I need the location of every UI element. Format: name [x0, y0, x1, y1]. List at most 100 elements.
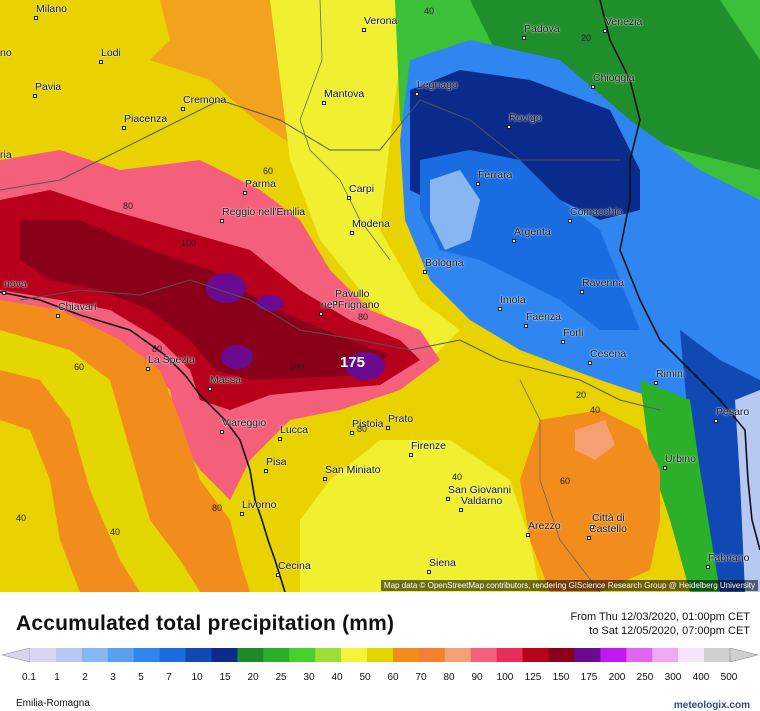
city-marker: [446, 497, 450, 501]
coast-line: [0, 291, 286, 592]
po-delta-lightblue: [430, 170, 480, 250]
scale-label: 5: [138, 672, 144, 683]
city-marker: [587, 536, 591, 540]
city-marker: [476, 182, 480, 186]
scale-swatch: [315, 648, 342, 662]
arezzo-orange: [520, 410, 660, 592]
city-marker: [350, 231, 354, 235]
scale-swatch: [30, 648, 57, 662]
city-marker: [34, 16, 38, 20]
contour-label: 80: [123, 201, 134, 211]
time-range: From Thu 12/03/2020, 01:00pm CET to Sat …: [570, 610, 750, 638]
city-label: Castello: [589, 523, 627, 535]
scale-arrow-left: [2, 648, 31, 662]
scale-label: 250: [636, 672, 654, 683]
meteologix-logo[interactable]: meteologix.com: [673, 700, 750, 711]
city-label: Lodi: [101, 47, 121, 59]
contour-label: 100: [289, 362, 305, 372]
scale-swatch: [548, 648, 575, 662]
scale-label: 150: [552, 672, 570, 683]
scale-label: 125: [524, 672, 542, 683]
peak-label: 175: [340, 354, 366, 371]
city-label: Ravenna: [582, 277, 625, 289]
city-label: Viareggio: [222, 417, 267, 429]
city-label: Urbino: [665, 453, 696, 465]
city-marker: [512, 239, 516, 243]
city-marker: [409, 453, 413, 457]
scale-swatch: [81, 648, 109, 662]
city-marker: [362, 28, 366, 32]
northeast-darkgreen: [470, 0, 760, 170]
city-label: Livorno: [242, 499, 277, 511]
city-label: Città di: [592, 512, 625, 524]
scale-swatch: [159, 648, 186, 662]
city-label: Forli: [563, 327, 584, 339]
scale-swatch: [367, 648, 394, 662]
scale-arrow-right: [729, 648, 758, 662]
city-marker: [580, 290, 584, 294]
city-marker: [663, 466, 667, 470]
color-scale-labels: 0.1 1 2 3 5 7 10 15 20 25 30 40 50 60 70 80 90 100 125 150 1…: [15, 672, 743, 686]
scale-label: 200: [608, 672, 626, 683]
contour-label: 60: [263, 166, 274, 176]
scale-swatch: [211, 648, 238, 662]
scale-label: 80: [443, 672, 455, 683]
scale-label: 2: [82, 672, 88, 683]
city-label: Chioggia: [593, 72, 635, 84]
regional-border-south: [19, 279, 661, 411]
scale-label: 400: [692, 672, 710, 683]
city-marker: [33, 94, 37, 98]
precipitation-map[interactable]: Milano Verona Padova Venezia Lodi Pavia Legnag…: [0, 0, 760, 592]
city-label: Faenza: [526, 311, 562, 323]
city-label: Argenta: [514, 226, 551, 238]
peak-purple-2: [256, 295, 284, 311]
city-label: Padova: [524, 23, 560, 35]
scale-swatch: [470, 648, 498, 662]
scale-label: 25: [275, 672, 287, 683]
city-label: Comacchio: [570, 206, 623, 218]
arezzo-pink: [575, 420, 615, 460]
city-label: Milano: [36, 3, 67, 15]
city-marker: [386, 426, 390, 430]
scale-swatch: [704, 648, 731, 662]
scale-label: 30: [303, 672, 315, 683]
peak-purple-1: [206, 273, 246, 303]
city-label: Massa: [210, 374, 241, 386]
city-marker: [2, 291, 6, 295]
city-label: Pavia: [35, 81, 62, 93]
city-label: Cecina: [278, 560, 311, 572]
city-marker: [524, 324, 528, 328]
city-marker: [591, 85, 595, 89]
city-label: Modena: [352, 218, 390, 230]
city-label: Verona: [364, 15, 398, 27]
city-marker: [333, 301, 337, 305]
scale-swatch: [444, 648, 472, 662]
scale-label: 40: [331, 672, 343, 683]
map-title: Accumulated total precipitation (mm): [16, 612, 395, 635]
city-label: nel Frignano: [321, 299, 380, 311]
city-label: Rimini: [656, 368, 686, 380]
scale-swatch: [496, 648, 523, 662]
city-label: Pistoia: [352, 418, 384, 430]
city-marker: [427, 570, 431, 574]
city-marker: [588, 361, 592, 365]
city-label: ria: [0, 149, 12, 161]
scale-label: 100: [496, 672, 514, 683]
scale-label: 15: [219, 672, 231, 683]
scale-label: 70: [415, 672, 427, 683]
scale-swatch: [263, 648, 290, 662]
contour-label: 40: [424, 6, 435, 16]
siena-yellow: [300, 440, 540, 592]
city-label: Ferrara: [478, 169, 513, 181]
city-label: no: [0, 47, 12, 59]
city-marker: [146, 367, 150, 371]
city-marker: [347, 196, 351, 200]
map-attribution[interactable]: Map data © OpenStreetMap contributors, r…: [380, 580, 758, 591]
contour-label: 20: [576, 390, 587, 400]
contour-label: 60: [74, 362, 85, 372]
scale-label: 20: [247, 672, 259, 683]
city-label: Bologna: [425, 257, 464, 269]
contour-label: 40: [16, 513, 27, 523]
scale-swatch: [392, 648, 420, 662]
